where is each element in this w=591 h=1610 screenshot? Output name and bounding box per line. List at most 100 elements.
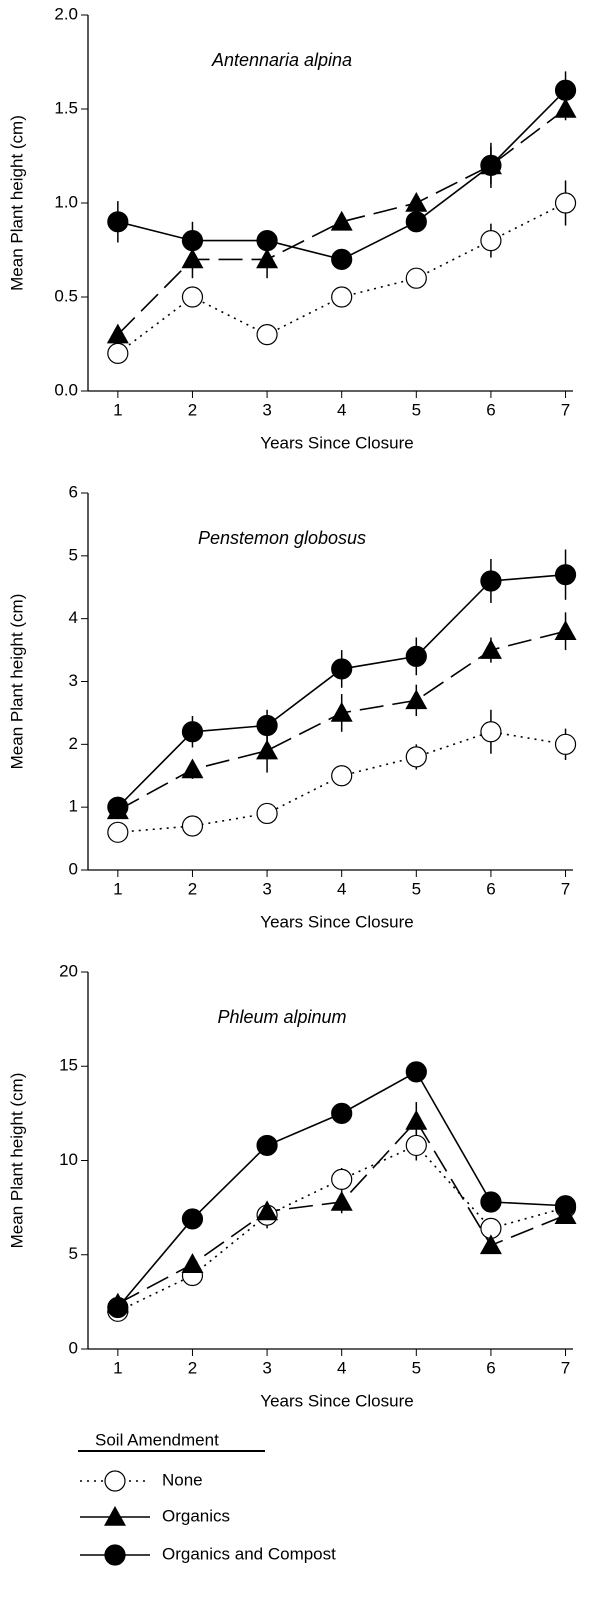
x-tick-label: 3 [262,879,271,898]
x-tick-label: 4 [337,879,346,898]
data-point [181,721,204,743]
y-axis-label: Mean Plant height (cm) [7,1073,26,1249]
data-point [256,1134,278,1157]
y-tick-label: 10 [59,1150,78,1169]
data-point [405,1061,427,1083]
y-tick-label: 15 [59,1056,78,1075]
panel-title: Penstemon globosus [198,528,366,548]
data-point [256,802,278,825]
data-point [480,570,502,592]
data-point [480,721,502,743]
x-tick-label: 4 [337,1358,346,1377]
data-point [480,1191,502,1213]
y-tick-label: 2 [69,734,78,753]
y-axis-label: Mean Plant height (cm) [7,594,26,770]
x-tick-label: 2 [188,1358,197,1377]
data-point [256,230,278,252]
x-tick-label: 1 [113,879,122,898]
x-tick-label: 5 [412,1358,421,1377]
data-point [405,192,428,212]
y-tick-label: 0 [69,1338,78,1357]
data-point [331,1102,353,1124]
x-tick-label: 6 [486,1358,495,1377]
x-axis-label: Years Since Closure [260,1391,413,1410]
data-point [480,230,502,252]
data-point [331,248,353,270]
legend-marker [104,1506,126,1526]
data-point [181,815,204,837]
data-point [181,758,204,779]
data-point [480,154,502,176]
panel-title: Antennaria alpina [211,50,352,70]
y-tick-label: 0.0 [54,380,78,399]
y-axis-label: Mean Plant height (cm) [7,115,26,291]
data-point [181,1208,204,1230]
data-point [554,733,577,755]
y-tick-label: 5 [69,1244,78,1263]
x-tick-label: 7 [561,1358,570,1377]
y-tick-label: 0 [69,859,78,878]
data-point [256,739,279,760]
data-point [330,1190,353,1211]
data-point [331,765,353,787]
data-point [181,286,204,308]
data-point [554,564,577,586]
data-point [405,1109,428,1130]
data-point [479,639,502,659]
data-point [405,689,428,710]
data-point [107,821,129,843]
legend-label: Organics and Compost [162,1544,336,1563]
data-point [331,286,353,308]
data-point [256,248,279,269]
legend-marker [104,1544,126,1566]
data-point [554,620,577,641]
y-tick-label: 1 [69,797,78,816]
x-tick-label: 4 [337,400,346,419]
x-axis-label: Years Since Closure [260,912,413,931]
y-tick-label: 2.0 [54,4,78,23]
data-point [554,192,577,214]
y-tick-label: 1.5 [54,98,78,117]
legend-label: Organics [162,1506,230,1525]
data-point [330,210,353,231]
y-tick-label: 4 [69,608,78,627]
data-point [107,796,129,818]
y-tick-label: 1.0 [54,192,78,211]
x-tick-label: 7 [561,400,570,419]
legend-label: None [162,1470,203,1489]
legend-marker [104,1470,126,1492]
data-point [107,1296,129,1319]
data-point [107,342,129,364]
data-point [479,1234,502,1255]
x-tick-label: 2 [188,879,197,898]
legend-title: Soil Amendment [95,1430,219,1449]
x-tick-label: 2 [188,400,197,419]
y-tick-label: 5 [69,545,78,564]
data-point [256,324,278,346]
data-point [554,79,577,101]
data-point [554,1195,577,1217]
x-tick-label: 1 [113,400,122,419]
data-point [181,230,204,252]
data-point [405,645,427,667]
data-point [256,714,278,737]
x-tick-label: 1 [113,1358,122,1377]
data-point [181,248,204,269]
x-tick-label: 3 [262,1358,271,1377]
data-point [331,1168,353,1190]
x-tick-label: 6 [486,400,495,419]
y-tick-label: 3 [69,671,78,690]
x-tick-label: 3 [262,400,271,419]
data-point [554,98,577,118]
data-point [106,323,129,344]
panel-title: Phleum alpinum [217,1007,346,1027]
data-point [107,211,129,233]
x-tick-label: 5 [412,400,421,419]
x-axis-label: Years Since Closure [260,433,413,452]
data-point [256,1200,279,1221]
y-tick-label: 20 [59,961,78,980]
data-point [405,267,427,289]
data-point [331,658,353,680]
x-tick-label: 5 [412,879,421,898]
y-tick-label: 6 [69,482,78,501]
